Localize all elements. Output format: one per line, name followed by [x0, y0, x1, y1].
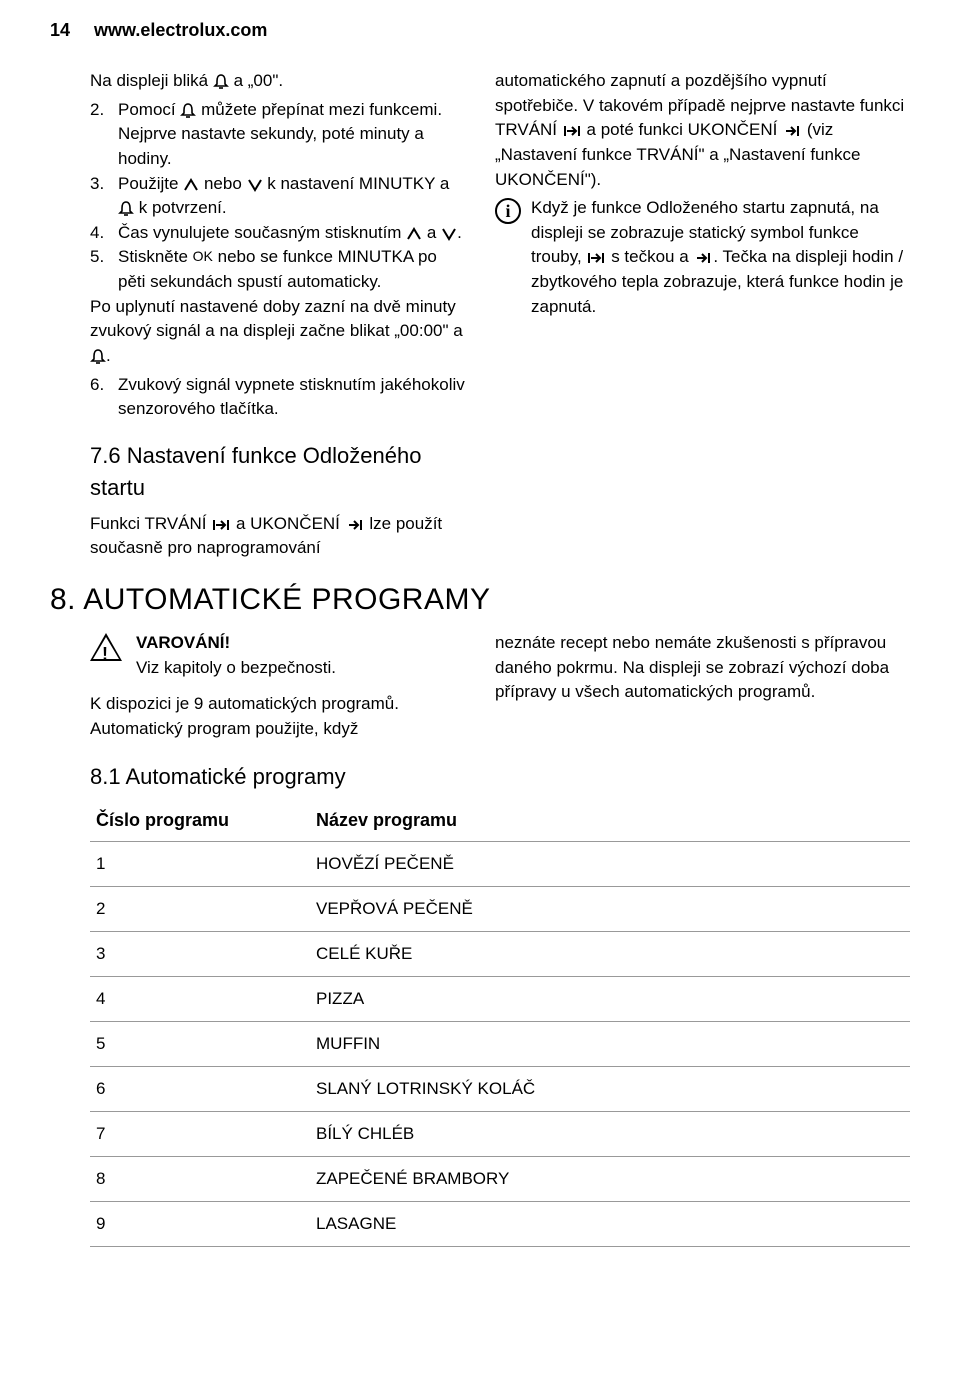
continuation-text: Po uplynutí nastavené doby zazní na dvě … [50, 295, 465, 369]
program-name: BÍLÝ CHLÉB [310, 1111, 910, 1156]
section-8-left: ! VAROVÁNÍ! Viz kapitoly o bezpečnosti. … [50, 631, 465, 746]
step-6: 6. Zvukový signál vypnete stisknutím jak… [50, 373, 465, 422]
info-text: Když je funkce Odloženého startu zapnutá… [531, 196, 910, 319]
warning-block: ! VAROVÁNÍ! Viz kapitoly o bezpečnosti. [50, 631, 465, 680]
step-body: Pomocí můžete přepínat mezi funkcemi. Ne… [118, 98, 465, 172]
program-number: 8 [90, 1156, 310, 1201]
program-name: SLANÝ LOTRINSKÝ KOLÁČ [310, 1066, 910, 1111]
step-number: 5. [90, 245, 118, 294]
program-number: 1 [90, 841, 310, 886]
table-header-number: Číslo programu [90, 800, 310, 842]
two-column-layout: Na displeji bliká a „00". 2. Pomocí může… [50, 69, 910, 565]
end-icon [782, 124, 802, 138]
program-name: ZAPEČENÉ BRAMBORY [310, 1156, 910, 1201]
info-icon: i [495, 198, 521, 224]
info-block: i Když je funkce Odloženého startu zapnu… [495, 196, 910, 319]
duration-icon [211, 518, 231, 532]
warning-body: Viz kapitoly o bezpečnosti. [136, 656, 336, 681]
table-row: 2VEPŘOVÁ PEČENĚ [90, 886, 910, 931]
step-body: Čas vynulujete současným stisknutím a . [118, 221, 465, 246]
page-header: 14 www.electrolux.com [50, 20, 910, 41]
program-number: 6 [90, 1066, 310, 1111]
duration-icon [562, 124, 582, 138]
step-number: 6. [90, 373, 118, 422]
intro-pre: Na displeji bliká [90, 71, 208, 90]
site-url: www.electrolux.com [94, 20, 267, 41]
down-icon [441, 227, 457, 241]
step-number: 3. [90, 172, 118, 221]
warning-icon: ! [90, 633, 122, 661]
step-4: 4. Čas vynulujete současným stisknutím a… [50, 221, 465, 246]
section-7-6-title: 7.6 Nastavení funkce Odloženého startu [50, 440, 465, 504]
table-row: 3CELÉ KUŘE [90, 931, 910, 976]
intro-line: Na displeji bliká a „00". [50, 69, 465, 94]
warning-text: VAROVÁNÍ! Viz kapitoly o bezpečnosti. [136, 631, 336, 680]
manual-page: 14 www.electrolux.com Na displeji bliká … [0, 0, 960, 1287]
program-number: 3 [90, 931, 310, 976]
step-body: Použijte nebo k nastavení MINUTKY a k po… [118, 172, 465, 221]
table-header-row: Číslo programu Název programu [90, 800, 910, 842]
step-3: 3. Použijte nebo k nastavení MINUTKY a k… [50, 172, 465, 221]
table-row: 8ZAPEČENÉ BRAMBORY [90, 1156, 910, 1201]
section-8-right-text: neznáte recept nebo nemáte zkušenosti s … [495, 631, 910, 705]
bell-icon [90, 348, 106, 364]
step-2: 2. Pomocí můžete přepínat mezi funkcemi.… [50, 98, 465, 172]
section-8-left-text: K dispozici je 9 automatických programů.… [50, 692, 465, 741]
program-number: 4 [90, 976, 310, 1021]
right-para-1: automatického zapnutí a pozdějšího vypnu… [495, 69, 910, 192]
step-body: Stiskněte OK nebo se funkce MINUTKA po p… [118, 245, 465, 294]
program-number: 2 [90, 886, 310, 931]
bell-icon [118, 200, 134, 216]
table-row: 7BÍLÝ CHLÉB [90, 1111, 910, 1156]
bell-icon [180, 102, 196, 118]
table-row: 9LASAGNE [90, 1201, 910, 1246]
page-number: 14 [50, 20, 70, 41]
program-name: PIZZA [310, 976, 910, 1021]
right-column: automatického zapnutí a pozdějšího vypnu… [495, 69, 910, 565]
program-number: 9 [90, 1201, 310, 1246]
end-icon [345, 518, 365, 532]
ok-icon: OK [193, 248, 213, 264]
left-column: Na displeji bliká a „00". 2. Pomocí může… [50, 69, 465, 565]
bell-icon [213, 73, 229, 89]
program-name: HOVĚZÍ PEČENĚ [310, 841, 910, 886]
table-row: 5MUFFIN [90, 1021, 910, 1066]
table-row: 4PIZZA [90, 976, 910, 1021]
table-header-name: Název programu [310, 800, 910, 842]
table-row: 1HOVĚZÍ PEČENĚ [90, 841, 910, 886]
duration-icon [586, 251, 606, 265]
end-icon [693, 251, 713, 265]
program-name: VEPŘOVÁ PEČENĚ [310, 886, 910, 931]
program-name: LASAGNE [310, 1201, 910, 1246]
section-8-right: neznáte recept nebo nemáte zkušenosti s … [495, 631, 910, 746]
step-5: 5. Stiskněte OK nebo se funkce MINUTKA p… [50, 245, 465, 294]
table-row: 6SLANÝ LOTRINSKÝ KOLÁČ [90, 1066, 910, 1111]
program-number: 7 [90, 1111, 310, 1156]
down-icon [247, 178, 263, 192]
intro-post: a „00". [234, 71, 284, 90]
up-icon [406, 227, 422, 241]
program-name: CELÉ KUŘE [310, 931, 910, 976]
program-name: MUFFIN [310, 1021, 910, 1066]
programs-table: Číslo programu Název programu 1HOVĚZÍ PE… [90, 800, 910, 1247]
step-number: 2. [90, 98, 118, 172]
step-number: 4. [90, 221, 118, 246]
section-8-1-title: 8.1 Automatické programy [90, 764, 910, 790]
section-8-heading: 8. AUTOMATICKÉ PROGRAMY [50, 583, 910, 617]
section-7-6-body: Funkci TRVÁNÍ a UKONČENÍ lze použít souč… [50, 512, 465, 561]
step-body: Zvukový signál vypnete stisknutím jakého… [118, 373, 465, 422]
program-number: 5 [90, 1021, 310, 1066]
up-icon [183, 178, 199, 192]
warning-title: VAROVÁNÍ! [136, 631, 336, 656]
section-8-columns: ! VAROVÁNÍ! Viz kapitoly o bezpečnosti. … [50, 631, 910, 746]
